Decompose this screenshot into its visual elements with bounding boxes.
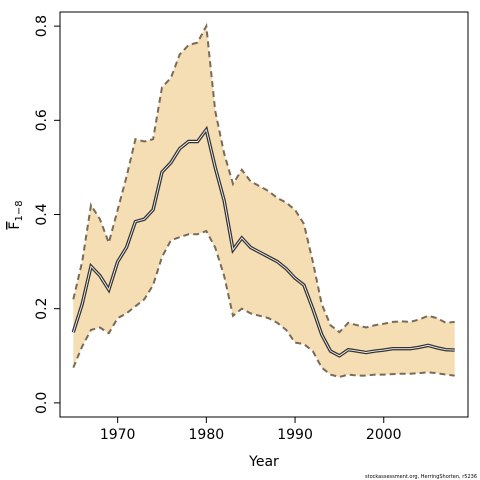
y-axis-title-base: F bbox=[7, 222, 23, 230]
x-axis: 1970 1980 1990 2000 bbox=[100, 416, 402, 443]
y-tick-label: 0.6 bbox=[34, 109, 50, 131]
x-tick-label: 1980 bbox=[189, 427, 225, 443]
credit-note: stockassessment.org, HerringShorten, r52… bbox=[365, 474, 477, 480]
y-axis: 0.0 0.2 0.4 0.6 0.8 bbox=[34, 15, 61, 414]
estimate-line bbox=[72, 128, 455, 357]
y-tick-label: 0.0 bbox=[34, 392, 50, 414]
confidence-band bbox=[73, 26, 455, 377]
lower-bound-line bbox=[72, 229, 455, 379]
x-axis-title: Year bbox=[248, 454, 279, 470]
x-tick-label: 1970 bbox=[100, 427, 136, 443]
y-tick-label: 0.8 bbox=[34, 15, 50, 37]
y-axis-title: F1−8 bbox=[7, 200, 25, 229]
y-axis-title-sub: 1−8 bbox=[14, 200, 25, 221]
svg-text:F1−8: F1−8 bbox=[7, 200, 25, 229]
upper-bound-line bbox=[72, 22, 455, 334]
x-tick-label: 1990 bbox=[277, 427, 313, 443]
y-tick-label: 0.4 bbox=[34, 203, 50, 225]
y-tick-label: 0.2 bbox=[34, 298, 50, 320]
x-tick-label: 2000 bbox=[366, 427, 402, 443]
